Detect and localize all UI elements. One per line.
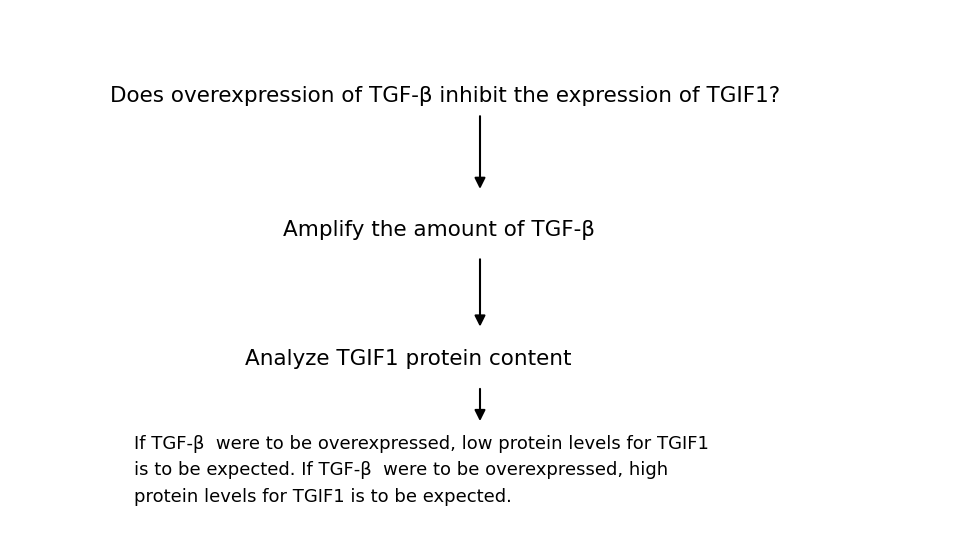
Text: Analyze TGIF1 protein content: Analyze TGIF1 protein content	[245, 349, 571, 369]
Text: Does overexpression of TGF-β inhibit the expression of TGIF1?: Does overexpression of TGF-β inhibit the…	[110, 86, 780, 106]
Text: Amplify the amount of TGF-β: Amplify the amount of TGF-β	[283, 219, 595, 240]
Text: If TGF-β  were to be overexpressed, low protein levels for TGIF1
is to be expect: If TGF-β were to be overexpressed, low p…	[134, 435, 709, 505]
